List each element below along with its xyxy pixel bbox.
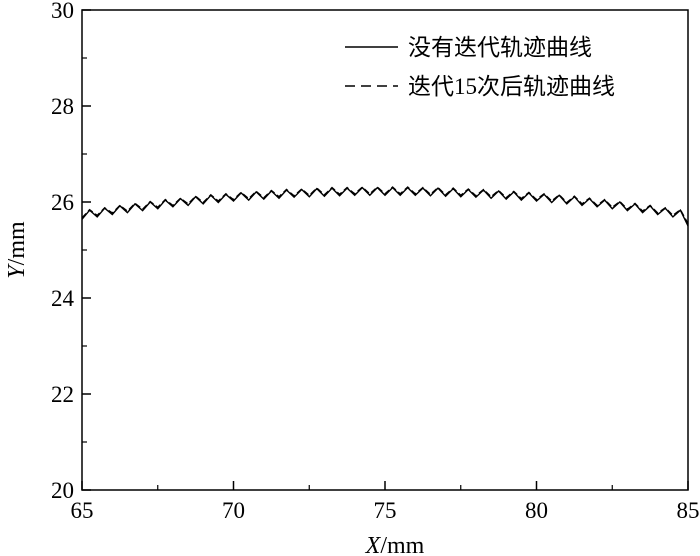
x-tick-label: 65	[71, 498, 94, 523]
legend-label: 迭代15次后轨迹曲线	[408, 74, 615, 99]
x-axis-label: X/mm	[365, 533, 425, 556]
x-tick-label: 85	[677, 498, 700, 523]
x-tick-label: 75	[374, 498, 397, 523]
legend-label: 没有迭代轨迹曲线	[408, 35, 592, 60]
y-tick-label: 26	[51, 190, 74, 215]
y-tick-label: 24	[51, 286, 75, 311]
y-tick-label: 28	[51, 94, 74, 119]
x-tick-label: 70	[222, 498, 245, 523]
y-axis-label: Y/mm	[4, 221, 30, 279]
series-line-2	[81, 186, 689, 224]
y-tick-label: 22	[51, 382, 74, 407]
x-tick-label: 80	[525, 498, 548, 523]
y-tick-label: 30	[51, 0, 74, 23]
y-tick-label: 20	[51, 478, 74, 503]
